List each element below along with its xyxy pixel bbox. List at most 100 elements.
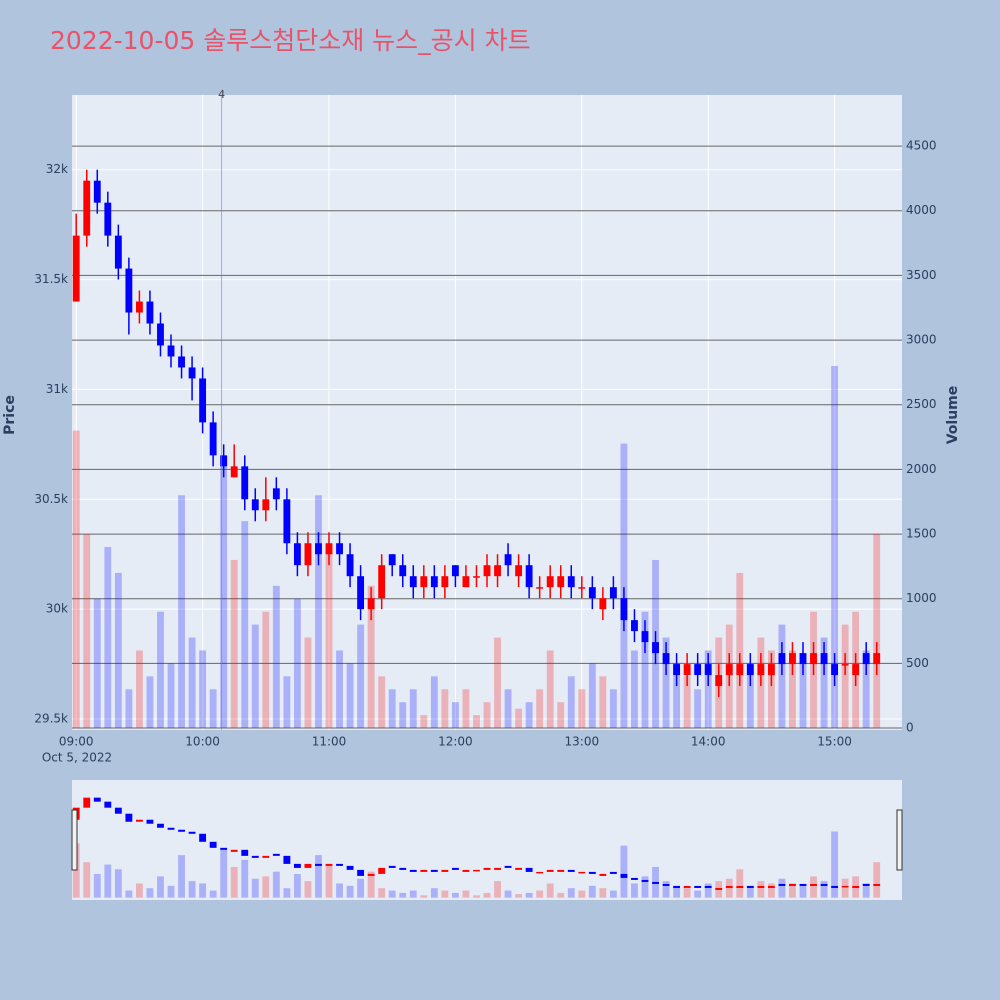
candle-body: [483, 565, 491, 577]
slider-volume-bar: [357, 878, 365, 898]
candle-body: [430, 576, 438, 588]
slider-volume-bar: [588, 885, 596, 898]
candle-body: [820, 653, 828, 665]
candle-body: [578, 587, 586, 589]
volume-bar: [188, 637, 196, 729]
slider-volume-bar: [441, 890, 449, 898]
candle-body: [83, 180, 91, 236]
range-slider[interactable]: [72, 780, 902, 900]
slider-candle: [462, 869, 470, 872]
slider-candle: [746, 885, 754, 888]
slider-volume-bar: [757, 881, 765, 898]
slider-candle: [862, 883, 870, 886]
volume-bar: [683, 676, 691, 729]
volume-bar: [462, 689, 470, 729]
candle-body: [378, 565, 386, 599]
chart-title: 2022-10-05 솔루스첨단소재 뉴스_공시 차트: [50, 26, 531, 55]
volume-bar: [104, 547, 112, 729]
candle-body: [662, 653, 670, 665]
candle-body: [789, 653, 796, 665]
volume-bar: [72, 430, 80, 729]
candle-body: [272, 488, 280, 500]
slider-volume-bar: [430, 888, 438, 898]
y2-tick-label: 2000: [906, 462, 937, 476]
slider-volume-bar: [220, 848, 228, 898]
slider-volume-bar: [641, 876, 649, 898]
slider-candle: [525, 867, 533, 872]
volume-bar: [283, 676, 291, 729]
y2-tick-label: 0: [906, 721, 914, 735]
slider-candle: [346, 865, 354, 870]
slider-candle: [135, 819, 143, 822]
volume-bar: [304, 637, 312, 729]
slider-candle: [178, 829, 185, 832]
slider-candle: [609, 871, 617, 874]
range-handle-left[interactable]: [71, 809, 78, 871]
slider-volume-bar: [810, 876, 817, 898]
candle-body: [841, 664, 849, 666]
volume-bar: [546, 650, 554, 729]
slider-volume-bar: [525, 892, 533, 898]
candle-body: [304, 543, 312, 566]
candle-body: [757, 664, 765, 676]
volume-bar: [420, 715, 428, 729]
slider-volume-bar: [283, 888, 291, 898]
volume-bar: [483, 702, 491, 729]
slider-volume-bar: [241, 859, 249, 898]
candle-body: [293, 543, 301, 566]
volume-bar: [114, 572, 122, 729]
y-axis-title: Price: [2, 395, 18, 435]
candle-body: [441, 576, 449, 588]
slider-volume-bar: [609, 890, 617, 898]
volume-bar: [820, 637, 828, 729]
volume-bar: [93, 598, 101, 729]
slider-candle: [199, 833, 207, 842]
volume-bar: [346, 663, 354, 729]
slider-volume-bar: [799, 885, 807, 898]
slider-candle: [378, 867, 386, 874]
slider-volume-bar: [473, 895, 480, 898]
candle-body: [873, 653, 881, 665]
slider-volume-bar: [820, 881, 828, 898]
y2-tick-label: 2500: [906, 397, 937, 411]
slider-volume-bar: [304, 881, 312, 898]
slider-volume-bar: [251, 878, 259, 898]
candle-body: [546, 576, 554, 588]
volume-bar: [609, 689, 617, 729]
volume-bar: [251, 624, 259, 729]
slider-volume-bar: [862, 883, 870, 898]
slider-volume-bar: [315, 855, 322, 898]
slider-volume-bar: [631, 883, 638, 898]
slider-candle: [357, 869, 365, 876]
slider-candle: [399, 867, 407, 870]
slider-volume-bar: [599, 888, 607, 898]
volume-bar: [557, 702, 565, 729]
candle-body: [420, 576, 428, 588]
volume-bar: [841, 624, 849, 729]
candle-body: [736, 664, 744, 676]
slider-volume-bar: [746, 885, 754, 898]
range-handle-right[interactable]: [896, 809, 903, 871]
volume-bar: [736, 572, 744, 729]
candle-body: [715, 675, 723, 687]
slider-candle: [251, 855, 259, 858]
candle-body: [599, 598, 607, 610]
slider-candle: [262, 855, 270, 858]
candle-body: [241, 466, 249, 500]
candle-body: [367, 598, 375, 610]
slider-volume-bar: [451, 892, 459, 898]
slider-volume-bar: [546, 883, 554, 898]
x-tick-label: 14:00: [691, 735, 726, 749]
slider-candle: [430, 869, 438, 872]
x-tick-label: 09:00: [59, 735, 94, 749]
slider-volume-bar: [114, 869, 122, 898]
slider-volume-bar: [483, 892, 491, 898]
slider-volume-bar: [736, 869, 744, 898]
candle-body: [188, 367, 196, 379]
volume-bar: [831, 365, 839, 729]
candle-body: [104, 202, 112, 236]
volume-bar: [694, 689, 702, 729]
slider-candle: [241, 849, 249, 856]
volume-bar: [620, 443, 628, 729]
candle-body: [525, 565, 533, 588]
